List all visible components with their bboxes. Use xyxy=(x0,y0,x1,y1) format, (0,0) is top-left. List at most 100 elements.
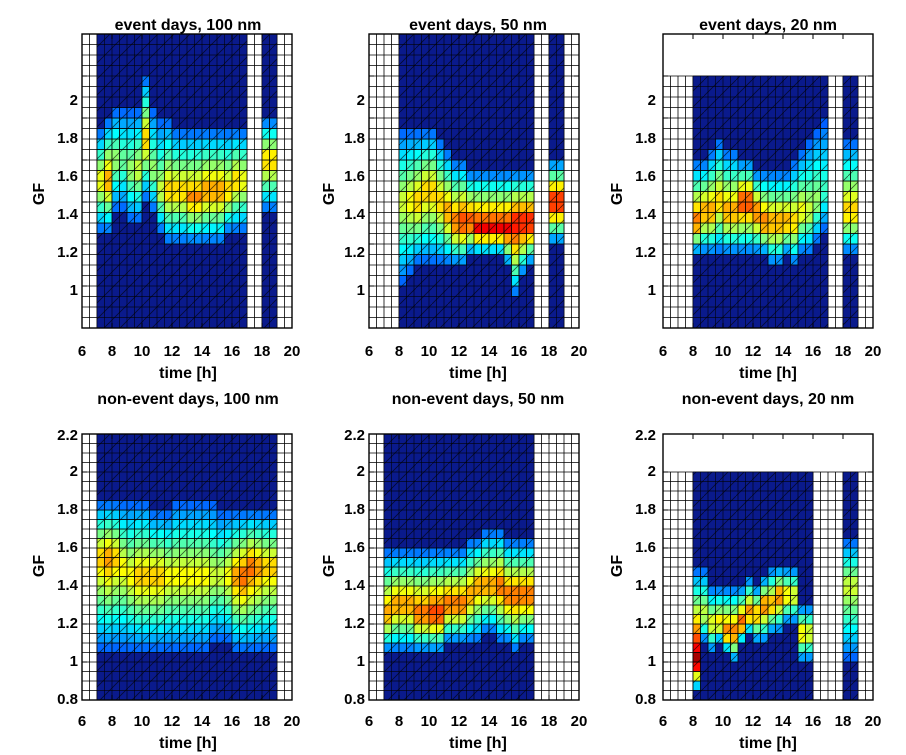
tick-marks xyxy=(368,34,580,328)
panel-event-100nm: event days, 100 nm time [h] GF 1 1.2 1.4… xyxy=(31,17,300,382)
y-tick-label: 1.4 xyxy=(57,577,79,594)
y-tick-label: 1.8 xyxy=(57,501,78,518)
tick-marks xyxy=(81,433,293,701)
x-tick-label: 8 xyxy=(108,343,116,360)
x-tick-label: 20 xyxy=(865,343,882,360)
x-axis-label: time [h] xyxy=(159,735,217,752)
y-tick-label: 1.6 xyxy=(57,168,78,185)
x-tick-label: 16 xyxy=(224,713,241,730)
x-tick-label: 8 xyxy=(689,713,697,730)
y-tick-label: 1.4 xyxy=(635,577,657,594)
y-tick-label: 1.8 xyxy=(57,130,78,147)
x-tick-label: 12 xyxy=(745,343,762,360)
hatch-overlay xyxy=(843,472,858,700)
y-axis-label: GF xyxy=(609,183,626,205)
y-tick-label: 2 xyxy=(70,463,78,480)
data-grid-lines xyxy=(692,75,859,329)
y-tick-label: 1.8 xyxy=(344,501,365,518)
x-tick-label: 18 xyxy=(835,713,852,730)
y-tick-label: 1.2 xyxy=(344,244,365,261)
x-tick-label: 16 xyxy=(224,343,241,360)
y-tick-label: 2 xyxy=(357,463,365,480)
heatmap-area xyxy=(368,33,580,329)
x-tick-labels: 6 8 10 12 14 16 18 20 xyxy=(659,713,882,730)
x-tick-label: 8 xyxy=(395,343,403,360)
panel-title: event days, 20 nm xyxy=(699,17,837,34)
y-tick-label: 1.4 xyxy=(344,577,366,594)
x-tick-label: 10 xyxy=(715,713,732,730)
y-tick-label: 2 xyxy=(648,463,656,480)
y-tick-label: 1.4 xyxy=(635,206,657,223)
y-tick-label: 1.2 xyxy=(57,244,78,261)
x-tick-label: 14 xyxy=(194,343,211,360)
x-axis-label: time [h] xyxy=(449,365,507,382)
panel-title: non-event days, 20 nm xyxy=(682,391,855,408)
x-tick-label: 18 xyxy=(254,343,271,360)
y-tick-label: 0.8 xyxy=(635,691,656,708)
y-tick-label: 2 xyxy=(70,92,78,109)
y-axis-label: GF xyxy=(31,555,48,577)
x-axis-label: time [h] xyxy=(739,365,797,382)
y-tick-labels: 1 1.2 1.4 1.6 1.8 2 xyxy=(57,92,79,299)
y-axis-label: GF xyxy=(321,183,338,205)
hatch-overlay xyxy=(399,34,534,328)
panel-nonevent-50nm: non-event days, 50 nm time [h] GF 0.8 1 … xyxy=(321,391,587,752)
y-tick-label: 1.2 xyxy=(635,244,656,261)
axes-frame xyxy=(662,33,874,329)
x-tick-label: 6 xyxy=(659,713,667,730)
x-tick-label: 6 xyxy=(78,343,86,360)
x-tick-label: 14 xyxy=(481,713,498,730)
x-tick-label: 8 xyxy=(395,713,403,730)
y-tick-label: 1.8 xyxy=(344,130,365,147)
axes-frame xyxy=(81,33,293,329)
x-tick-label: 16 xyxy=(511,713,528,730)
x-tick-label: 6 xyxy=(659,343,667,360)
x-tick-label: 6 xyxy=(365,343,373,360)
hatch-overlay xyxy=(693,76,828,328)
y-axis-label: GF xyxy=(31,183,48,205)
hatch-overlay xyxy=(693,472,813,700)
y-tick-label: 2 xyxy=(648,92,656,109)
y-tick-labels: 0.8 1 1.2 1.4 1.6 1.8 2 2.2 xyxy=(344,427,366,708)
x-axis-label: time [h] xyxy=(449,735,507,752)
y-tick-labels: 1 1.2 1.4 1.6 1.8 2 xyxy=(344,92,366,299)
y-tick-label: 1.6 xyxy=(635,168,656,185)
y-axis-label: GF xyxy=(609,555,626,577)
x-tick-label: 16 xyxy=(805,343,822,360)
y-tick-label: 1.6 xyxy=(344,168,365,185)
y-tick-label: 1.2 xyxy=(57,615,78,632)
x-tick-label: 14 xyxy=(194,713,211,730)
x-tick-labels: 6 8 10 12 14 16 18 20 xyxy=(365,343,588,360)
heatmap-area xyxy=(368,433,580,701)
panel-title: non-event days, 100 nm xyxy=(97,391,278,408)
tick-marks xyxy=(368,433,580,701)
x-tick-label: 16 xyxy=(511,343,528,360)
panel-nonevent-100nm: non-event days, 100 nm time [h] GF 0.8 1… xyxy=(31,391,300,752)
x-tick-label: 20 xyxy=(571,343,588,360)
panel-nonevent-20nm: non-event days, 20 nm time [h] GF 0.8 1 … xyxy=(609,391,881,752)
y-tick-label: 1 xyxy=(357,282,365,299)
x-tick-label: 6 xyxy=(78,713,86,730)
x-axis-label: time [h] xyxy=(739,735,797,752)
axes-frame xyxy=(81,433,293,701)
x-tick-label: 12 xyxy=(745,713,762,730)
y-tick-label: 1 xyxy=(357,653,365,670)
y-tick-label: 2.2 xyxy=(344,427,365,444)
x-tick-label: 10 xyxy=(715,343,732,360)
x-tick-label: 10 xyxy=(421,713,438,730)
hatch-overlay xyxy=(843,76,858,328)
x-tick-label: 18 xyxy=(541,713,558,730)
x-tick-label: 8 xyxy=(689,343,697,360)
x-tick-label: 12 xyxy=(164,343,181,360)
y-tick-label: 1.2 xyxy=(344,615,365,632)
panel-title: event days, 50 nm xyxy=(409,17,547,34)
x-tick-label: 20 xyxy=(571,713,588,730)
x-tick-labels: 6 8 10 12 14 16 18 20 xyxy=(659,343,882,360)
axes-frame xyxy=(662,433,874,701)
x-tick-label: 12 xyxy=(164,713,181,730)
x-tick-label: 16 xyxy=(805,713,822,730)
y-tick-label: 1 xyxy=(648,653,656,670)
x-tick-label: 20 xyxy=(284,713,301,730)
